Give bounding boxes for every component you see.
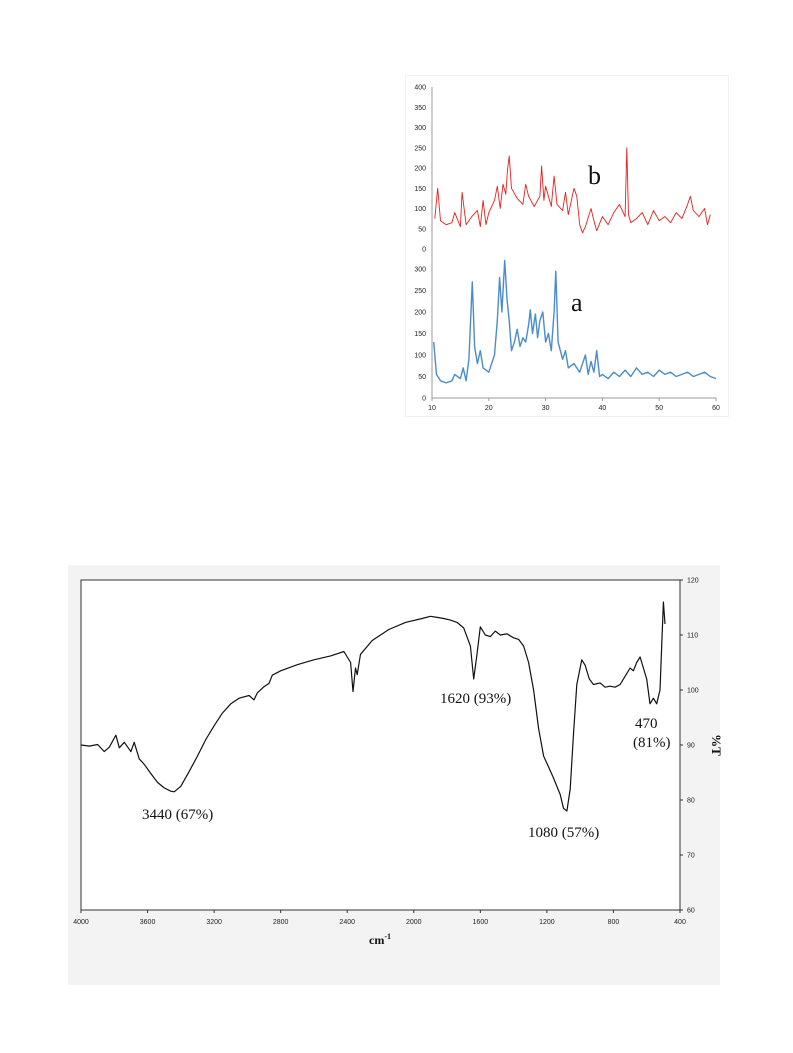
- x-tick-label: 60: [712, 405, 720, 412]
- peak-label-470: 470: [635, 716, 658, 732]
- ir-transmittance-line: [80, 601, 666, 812]
- x-tick-label: 10: [428, 405, 436, 412]
- y-tick-label-lower: 150: [414, 331, 426, 338]
- x-tick-label: 40: [599, 405, 607, 412]
- y-tick-label-lower: 100: [414, 353, 426, 360]
- y-tick-label-upper: 250: [414, 145, 426, 152]
- y-tick-label: 70: [687, 853, 695, 860]
- y-tick-label-upper: 400: [414, 85, 426, 92]
- x-tick-label: 2000: [406, 919, 422, 926]
- y-tick-label: 60: [687, 908, 695, 915]
- x-tick-label: 2800: [273, 919, 289, 926]
- x-tick-label: 1600: [473, 919, 489, 926]
- y-tick-label-upper: 0: [422, 247, 426, 254]
- ir-plot: 4000 3600 3200 2800 2400 2000 1600 1200 800 40060…: [73, 578, 724, 948]
- series-label-a: a: [571, 288, 583, 317]
- peak-label-1080: 1080 (57%): [528, 825, 599, 841]
- y-tick-label-upper: 350: [414, 105, 426, 112]
- series-line-b: [434, 147, 711, 234]
- x-tick-label: 50: [655, 405, 663, 412]
- xrd-plot: 0 50 100 150 200 250 300 350 400 0 50 100 150 200 250 3…: [414, 85, 720, 413]
- x-axis-title: cm-1: [369, 932, 391, 947]
- y-tick-label-lower: 0: [422, 396, 426, 403]
- x-tick-label: 3200: [206, 919, 222, 926]
- y-tick-label-lower: 250: [414, 288, 426, 295]
- x-tick-label: 400: [674, 919, 686, 926]
- ir-spectrum-chart: 4000 3600 3200 2800 2400 2000 1600 1200 800 400 60…: [68, 565, 724, 985]
- y-tick-label: 120: [687, 578, 699, 585]
- plot-area: [80, 579, 681, 911]
- y-tick-label: 90: [687, 743, 695, 750]
- y-tick-label-lower: 300: [414, 267, 426, 274]
- peak-label-3440: 3440 (67%): [142, 807, 213, 823]
- x-tick-label: 30: [542, 405, 550, 412]
- x-tick-label: 3600: [140, 919, 156, 926]
- x-tick-label: 4000: [73, 919, 89, 926]
- x-tick-label: 800: [608, 919, 620, 926]
- y-tick-label-lower: 50: [418, 374, 426, 381]
- y-axis-title: %T: [709, 734, 724, 756]
- peak-label-470-pct: (81%): [633, 735, 671, 751]
- series-line-a: [433, 259, 717, 384]
- y-tick-label-upper: 300: [414, 125, 426, 132]
- y-tick-label-upper: 200: [414, 166, 426, 173]
- x-tick-label: 2400: [339, 919, 355, 926]
- y-tick-label: 100: [687, 688, 699, 695]
- y-tick-label: 110: [687, 633, 698, 640]
- series-label-b: b: [588, 161, 601, 190]
- x-tick-label: 1200: [539, 919, 555, 926]
- peak-label-1620: 1620 (93%): [440, 691, 511, 707]
- x-tick-label: 20: [485, 405, 493, 412]
- y-tick-label-lower: 200: [414, 310, 426, 317]
- xrd-chart: 0 50 100 150 200 250 300 350 400 0 50 100 150 200 250 3…: [405, 75, 729, 417]
- y-tick-label-upper: 150: [414, 186, 426, 193]
- y-tick-label-upper: 50: [418, 226, 426, 233]
- y-tick-label-upper: 100: [414, 206, 426, 213]
- y-tick-label: 80: [687, 798, 695, 805]
